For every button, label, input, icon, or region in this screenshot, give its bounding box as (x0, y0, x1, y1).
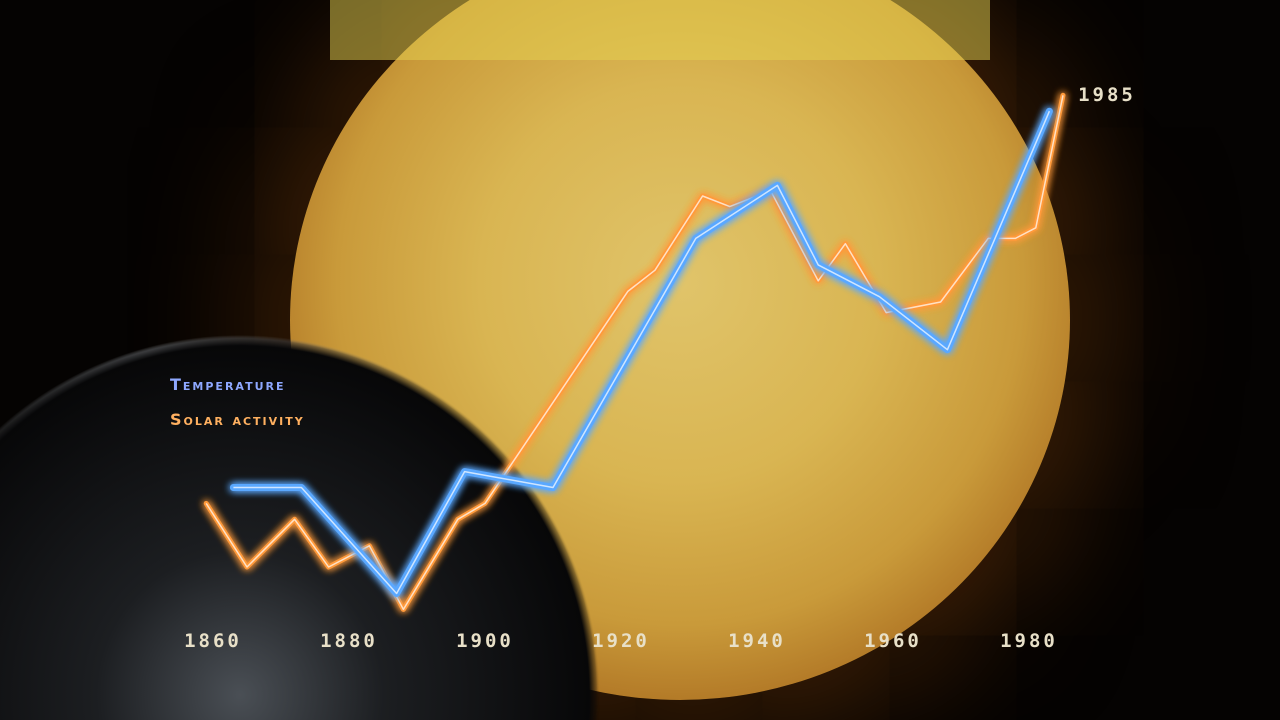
x-tick-label: 1900 (456, 630, 514, 652)
legend-temperature: Temperature (170, 375, 286, 394)
series-line-solar-activity (203, 92, 1066, 612)
x-tick-label: 1980 (1000, 630, 1058, 652)
sun-band (330, 0, 990, 60)
legend-solar-activity: Solar activity (170, 410, 305, 429)
x-tick-label: 1960 (864, 630, 922, 652)
x-tick-label: 1940 (728, 630, 786, 652)
series-core-temperature (233, 110, 1051, 595)
x-tick-label: 1920 (592, 630, 650, 652)
x-tick-label: 1880 (320, 630, 378, 652)
series-line-temperature (229, 107, 1053, 597)
end-year-label: 1985 (1078, 84, 1136, 106)
series-core-solar-activity (205, 95, 1064, 611)
x-tick-label: 1860 (184, 630, 242, 652)
